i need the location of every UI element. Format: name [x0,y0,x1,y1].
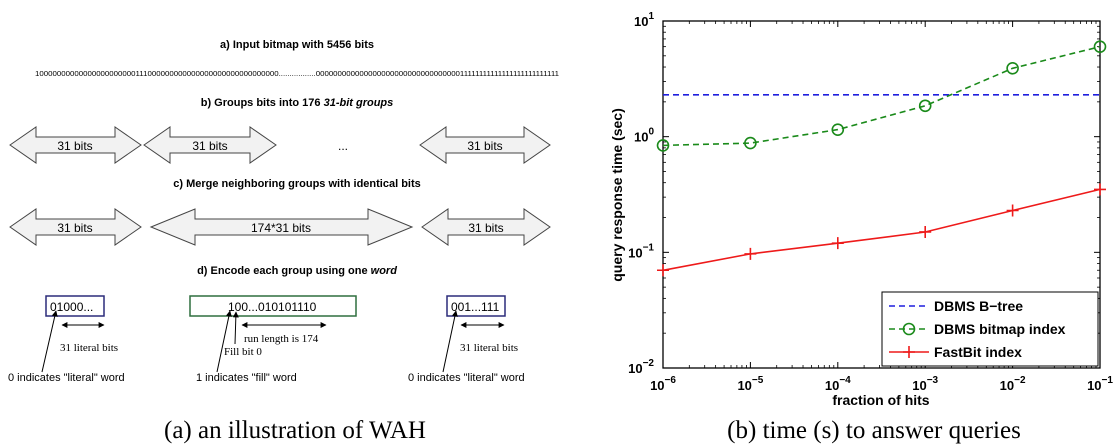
group-arrow-3 [419,126,551,164]
legend-label-fastbit-index: FastBit index [934,344,1022,360]
group-ellipsis: ... [338,139,348,153]
merged-arrow-middle [149,208,414,246]
group-row-b: 31 bits 31 bits ... 31 bits [9,126,551,164]
word-left-box [45,295,105,317]
series-point-dbms-bitmap-index [656,139,670,152]
group-arrow-2 [143,126,277,164]
word-right-box [446,295,506,317]
literal-note-left: 0 indicates "literal" word [8,372,125,384]
word-middle: 100...010101110 run length is 174 Fill b… [189,295,357,384]
word-left-bits: 01000... [50,300,93,314]
x-tick-label: 10−4 [825,375,851,393]
x-tick-label: 10−3 [912,375,938,393]
merged-arrow-right-label: 31 bits [468,221,503,235]
series-point-dbms-bitmap-index [1093,40,1107,53]
merged-arrow-left [9,208,142,246]
wah-illustration: a) Input bitmap with 5456 bits 100000000… [8,39,559,384]
x-tick-label: 10−6 [650,375,676,393]
series-point-fastbit-index [657,264,669,277]
query-time-chart: 10−6 10−5 10−4 10−3 10−2 10−1 10−2 10−1 100 101 f… [609,11,1113,408]
series-point-fastbit-index [1006,204,1019,217]
y-tick-label: 100 [634,127,654,145]
series-point-fastbit-index [919,225,932,238]
literal-bits-left: 31 literal bits [60,342,118,354]
y-axis-label: query response time (sec) [609,108,625,282]
merged-arrow-middle-label: 174*31 bits [251,221,311,235]
fill-bit-label: Fill bit 0 [224,346,262,358]
y-tick-label: 101 [634,11,654,29]
series-point-dbms-bitmap-index [918,99,932,113]
input-bitstring: 1000000000000000000000011100000000000000… [35,71,559,78]
axis-ticks: 10−6 10−5 10−4 10−3 10−2 10−1 10−2 10−1 100 101 [628,11,1113,393]
step-b-title: b) Groups bits into 176 31-bit groups [201,97,394,109]
step-c-title: c) Merge neighboring groups with identic… [173,178,421,190]
group-arrow-3-label: 31 bits [467,139,502,153]
group-arrow-1-label: 31 bits [57,139,92,153]
legend-label-dbms-b-tree: DBMS B−tree [934,298,1023,314]
series-layer [656,40,1107,277]
pointer-left [41,310,58,373]
word-right-bits: 001...111 [451,300,500,314]
literal-bits-right: 31 literal bits [460,342,518,354]
series-line-fastbit-index [662,188,1101,272]
pointer-fill-bit [232,311,239,345]
y-tick-label: 10−2 [628,358,654,376]
series-point-fastbit-index [744,247,757,260]
word-middle-bits: 100...010101110 [228,300,317,314]
series-point-fastbit-index [1094,183,1106,196]
step-a-title: a) Input bitmap with 5456 bits [220,39,374,51]
series-line-dbms-bitmap-index [662,45,1101,147]
step-d-title: d) Encode each group using one word [197,265,397,277]
word-right: 001...111 31 literal bits 0 indicates "l… [408,295,525,384]
series-point-dbms-bitmap-index [831,123,845,136]
legend-label-dbms-bitmap-index: DBMS bitmap index [934,321,1066,337]
series-point-dbms-bitmap-index [744,136,757,150]
series-point-fastbit-index [831,237,844,250]
group-arrow-2-label: 31 bits [192,139,227,153]
fill-note: 1 indicates "fill" word [196,372,297,384]
pointer-fill-flag [216,310,232,373]
caption-left: (a) an illustration of WAH [164,417,426,444]
legend-box [881,291,1099,367]
literal-note-right: 0 indicates "literal" word [408,372,525,384]
pointer-right [442,310,458,373]
legend-marker-dbms-bitmap-index [902,322,916,336]
y-tick-label: 10−1 [628,242,654,260]
series-point-dbms-bitmap-index [1006,62,1019,75]
legend: DBMS B−tree DBMS bitmap index FastBit inde… [881,291,1099,367]
group-arrow-1 [9,126,142,164]
run-length-label: run length is 174 [244,333,319,345]
legend-marker-fastbit-index [903,346,915,358]
word-left: 01000... 31 literal bits 0 indicates "li… [8,295,125,384]
caption-right: (b) time (s) to answer queries [727,417,1021,444]
x-tick-label: 10−5 [737,375,763,393]
x-tick-label: 10−1 [1087,375,1113,393]
merged-arrow-right [421,208,551,246]
group-row-c: 31 bits 174*31 bits 31 bits [9,208,551,246]
x-axis-label: fraction of hits [832,392,929,408]
merged-arrow-left-label: 31 bits [57,221,92,235]
x-tick-label: 10−2 [1000,375,1026,393]
